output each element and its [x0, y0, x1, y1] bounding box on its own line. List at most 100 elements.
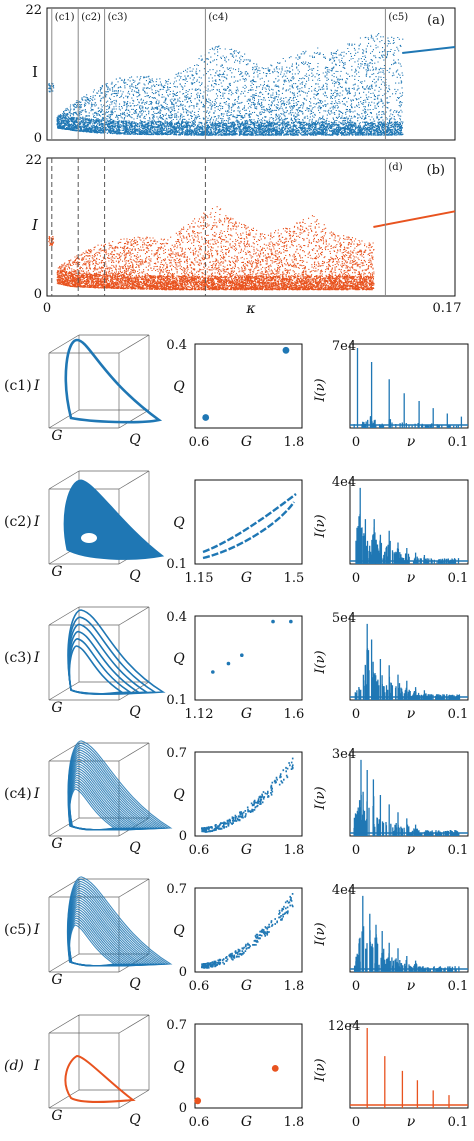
qg-x-label: G: [241, 842, 252, 858]
row-4: [48, 876, 469, 973]
orbit-loop: [67, 616, 158, 695]
spectrum-y-tick: 7e4: [332, 339, 356, 354]
scatter-points: [56, 33, 404, 136]
row-label: (c1): [4, 378, 32, 394]
qg-y-label: Q: [173, 651, 185, 667]
region-label: (c4): [208, 12, 228, 23]
attractor-axis-G: G: [51, 700, 62, 716]
qg-x-label: G: [241, 570, 252, 586]
attractor-axis-Q: Q: [129, 976, 141, 992]
region-label: (c5): [388, 12, 408, 23]
qg-x-label: G: [241, 706, 252, 722]
attractor-axis-Q: Q: [129, 568, 141, 584]
orbit-loop: [68, 645, 124, 695]
x-tick-label: 0.17: [433, 301, 462, 316]
qg-point: [289, 619, 293, 624]
qg-point: [194, 1097, 202, 1105]
spectrum-x-label: ν: [407, 978, 416, 994]
qg-y-tick: 0: [179, 1101, 187, 1116]
spectrum-y-tick: 4e4: [332, 883, 356, 898]
spectrum-y-tick: 5e4: [332, 611, 356, 626]
spectrum-x-label: ν: [407, 570, 416, 586]
qg-y-label: Q: [173, 923, 185, 939]
spectrum-y-label: I(ν): [313, 922, 328, 946]
y-tick-label: 0: [34, 287, 42, 302]
spectrum-y-label: I(ν): [313, 514, 328, 538]
scatter-left: [48, 82, 55, 93]
qg-x-tick: 1.12: [185, 707, 214, 722]
spectrum-lines: [353, 348, 463, 428]
qg-y-tick: 0: [179, 965, 187, 980]
qg-y-tick: 0.1: [166, 557, 187, 572]
qg-point: [202, 414, 210, 421]
region-label: (c3): [108, 12, 128, 23]
bifurcation-panel-a: [46, 7, 456, 141]
row-label: (d): [4, 1058, 24, 1074]
spectrum-frame: [349, 1023, 469, 1109]
qg-x-tick: 1.8: [284, 843, 305, 858]
attractor-axis-I: I: [33, 922, 40, 938]
qg-x-tick: 1.8: [284, 979, 305, 994]
qg-point: [211, 670, 215, 674]
bifurcation-panel-b: [46, 157, 456, 297]
qg-frame: [194, 479, 303, 565]
qg-x-tick: 1.8: [284, 1115, 305, 1130]
spectrum-y-label: I(ν): [313, 650, 328, 674]
periodic-branch: [402, 46, 456, 54]
qg-x-tick: 0.6: [189, 1115, 210, 1130]
attractor-axis-Q: Q: [129, 704, 141, 720]
box3d-edges: [48, 1014, 150, 1109]
attractor-axis-G: G: [51, 428, 62, 444]
row-2: [48, 606, 469, 701]
attractor-axis-Q: Q: [129, 432, 141, 448]
qg-cloud: [201, 893, 294, 969]
qg-y-label: Q: [173, 787, 185, 803]
attractor-axis-Q: Q: [129, 1112, 141, 1128]
qg-x-label: G: [241, 1114, 252, 1130]
attractor-axis-G: G: [51, 972, 62, 988]
spectrum-x-tick: 0: [352, 435, 360, 450]
spectrum-x-tick: 0.1: [448, 571, 469, 586]
spectrum-x-tick: 0: [352, 1115, 360, 1130]
spectrum-y-label: I(ν): [313, 1058, 328, 1082]
qg-y-label: Q: [173, 515, 185, 531]
qg-x-label: G: [241, 978, 252, 994]
row-label: (c4): [4, 786, 32, 802]
row-0: [48, 334, 469, 429]
spectrum-y-tick: 4e4: [332, 475, 356, 490]
qg-y-label: Q: [173, 1059, 185, 1075]
row-label: (c5): [4, 922, 32, 938]
row-1: [48, 470, 469, 565]
spectrum-x-tick: 0.1: [448, 979, 469, 994]
region-label: (c2): [81, 12, 101, 23]
spectrum-x-tick: 0: [352, 707, 360, 722]
torus-fill: [63, 479, 165, 560]
qg-point: [226, 661, 231, 666]
qg-y-tick: 0: [179, 829, 187, 844]
qg-y-tick: 0.7: [166, 746, 187, 761]
attractor-axis-I: I: [33, 514, 40, 530]
qg-x-tick: 1.5: [284, 571, 305, 586]
x-tick-label: 0: [43, 301, 51, 316]
spectrum-x-tick: 0: [352, 843, 360, 858]
qg-frame: [194, 343, 303, 429]
limit-cycle: [64, 1054, 136, 1103]
spectrum-lines: [354, 623, 461, 700]
qg-point: [271, 1065, 279, 1072]
row-3: [48, 740, 469, 837]
qg-y-tick: 0.7: [166, 882, 187, 897]
y-tick-label: 22: [25, 3, 42, 18]
attractor-axis-G: G: [51, 564, 62, 580]
spectrum-x-tick: 0.1: [448, 435, 469, 450]
qg-y-tick: 0.4: [166, 338, 187, 353]
attractor-axis-I: I: [33, 1058, 40, 1074]
spectrum-x-tick: 0.1: [448, 707, 469, 722]
qg-x-tick: 1.8: [284, 435, 305, 450]
attractor-axis-I: I: [33, 786, 40, 802]
y-tick-label: 0: [34, 131, 42, 146]
attractor-axis-I: I: [33, 378, 40, 394]
scatter-left: [48, 236, 55, 246]
y-axis-label: I: [31, 216, 39, 234]
attractor-axis-I: I: [33, 650, 40, 666]
